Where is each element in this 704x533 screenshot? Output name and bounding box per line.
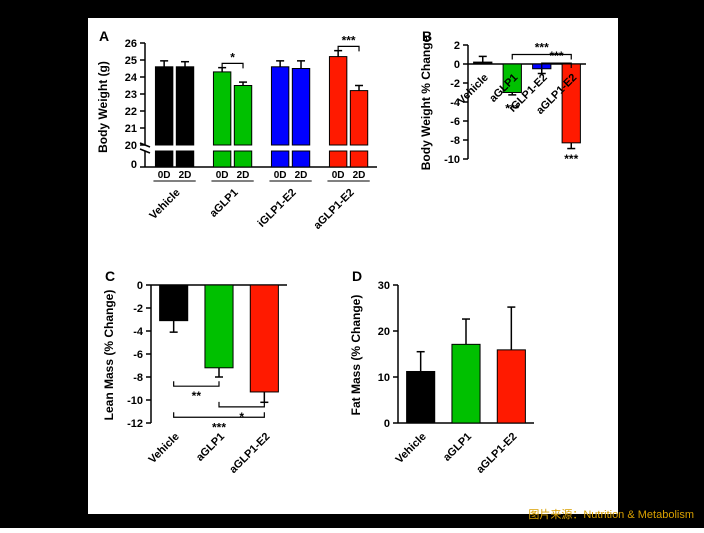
svg-text:A: A: [99, 28, 109, 44]
svg-text:30: 30: [378, 280, 390, 292]
svg-text:-10: -10: [127, 395, 143, 407]
svg-text:-6: -6: [450, 116, 460, 128]
source-caption: 图片来源：Nutrition & Metabolism: [528, 506, 694, 522]
svg-text:**: **: [192, 389, 202, 403]
svg-text:-8: -8: [450, 135, 460, 147]
svg-text:26: 26: [125, 38, 137, 50]
svg-text:0D: 0D: [158, 170, 171, 181]
svg-text:20: 20: [125, 140, 137, 152]
svg-text:0D: 0D: [274, 170, 287, 181]
svg-text:22: 22: [125, 106, 137, 118]
svg-text:0: 0: [131, 159, 137, 171]
svg-text:10: 10: [378, 372, 390, 384]
svg-text:-6: -6: [133, 349, 143, 361]
svg-text:2D: 2D: [353, 170, 366, 181]
svg-text:***: ***: [342, 33, 356, 47]
svg-text:25: 25: [125, 55, 137, 67]
svg-text:-4: -4: [133, 326, 144, 338]
svg-text:***: ***: [549, 49, 563, 63]
svg-text:-2: -2: [450, 78, 460, 90]
svg-text:-8: -8: [133, 372, 143, 384]
svg-text:0: 0: [137, 280, 143, 292]
svg-text:***: ***: [505, 102, 519, 116]
svg-text:2D: 2D: [237, 170, 250, 181]
svg-text:Body Weight (g): Body Weight (g): [96, 61, 110, 153]
svg-text:*: *: [230, 50, 235, 64]
svg-text:0D: 0D: [332, 170, 345, 181]
svg-text:Lean Mass (% Change): Lean Mass (% Change): [102, 290, 116, 421]
svg-text:2D: 2D: [179, 170, 192, 181]
svg-text:21: 21: [125, 123, 137, 135]
svg-text:***: ***: [564, 152, 578, 166]
svg-text:0: 0: [454, 59, 460, 71]
svg-text:23: 23: [125, 89, 137, 101]
svg-text:-10: -10: [444, 154, 460, 166]
svg-text:***: ***: [535, 41, 549, 55]
svg-text:***: ***: [212, 420, 226, 434]
svg-text:-12: -12: [127, 418, 143, 430]
svg-text:2: 2: [454, 40, 460, 52]
svg-text:C: C: [105, 268, 115, 284]
svg-text:D: D: [352, 268, 362, 284]
figure-svg: A202122232425260Body Weight (g)0D2D0D2D0…: [0, 0, 704, 528]
svg-text:Body Weight % Change: Body Weight % Change: [419, 35, 433, 170]
svg-text:2D: 2D: [295, 170, 308, 181]
svg-text:24: 24: [125, 72, 138, 84]
figure-root: A202122232425260Body Weight (g)0D2D0D2D0…: [0, 0, 704, 528]
svg-text:0D: 0D: [216, 170, 229, 181]
svg-text:20: 20: [378, 326, 390, 338]
svg-text:0: 0: [384, 418, 390, 430]
svg-text:Fat Mass (% Change): Fat Mass (% Change): [349, 295, 363, 416]
svg-text:-2: -2: [133, 303, 143, 315]
